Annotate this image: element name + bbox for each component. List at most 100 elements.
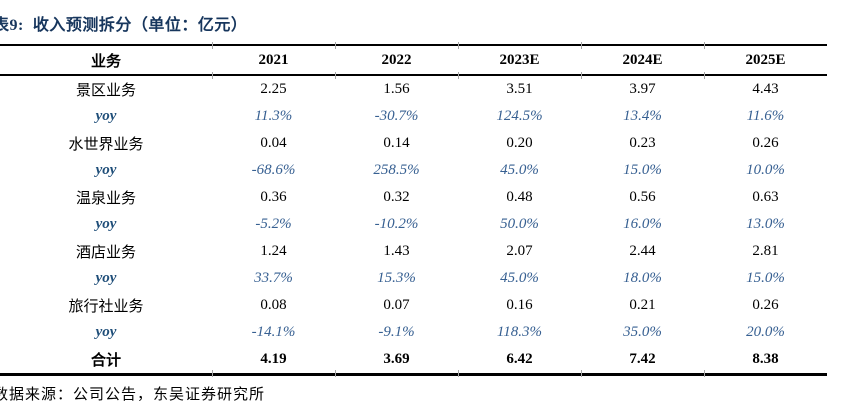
row-label: yoy <box>95 324 117 340</box>
grid-tick <box>581 370 582 377</box>
row-label: yoy <box>95 270 117 286</box>
row-label: 酒店业务 <box>75 245 136 261</box>
grid-tick <box>212 42 213 49</box>
table-cell: 258.5% <box>373 162 420 178</box>
grid-tick <box>458 370 459 377</box>
table-cell: 0.08 <box>260 297 287 313</box>
header-2022: 2022 <box>381 51 412 68</box>
table-cell: 1.56 <box>383 81 410 97</box>
table-cell: 16.0% <box>623 216 662 232</box>
table-cell: -10.2% <box>374 216 419 232</box>
grid-tick <box>458 72 459 79</box>
header-2025e: 2025E <box>745 51 786 68</box>
table-cell: 10.0% <box>746 162 785 178</box>
table-cell: 13.4% <box>623 108 662 124</box>
table-cell: 33.7% <box>254 270 293 286</box>
table-cell: 15.3% <box>377 270 416 286</box>
table-cell: -68.6% <box>251 162 296 178</box>
row-label: 景区业务 <box>75 83 136 99</box>
table-cell: 124.5% <box>496 108 543 124</box>
table-cell: 8.38 <box>752 351 779 367</box>
table-cell: 0.26 <box>752 135 779 151</box>
grid-tick <box>704 370 705 377</box>
row-water-world: 水世界业务 0.04 0.14 0.20 0.23 0.26 <box>0 130 827 157</box>
grid-tick <box>458 42 459 49</box>
grid-tick <box>335 72 336 79</box>
table-cell: 0.21 <box>629 297 656 313</box>
revenue-forecast-table: 业务 2021 2022 2023E 2024E 2025E 景区业务 2.25… <box>0 42 827 377</box>
table-cell: 0.48 <box>506 189 533 205</box>
grid-tick <box>212 72 213 79</box>
table-cell: 0.32 <box>383 189 410 205</box>
table-cell: 20.0% <box>746 324 785 340</box>
table-cell: 45.0% <box>500 270 539 286</box>
table-cell: -14.1% <box>251 324 296 340</box>
table-cell: 0.20 <box>506 135 533 151</box>
table-cell: 4.19 <box>260 351 287 367</box>
table-cell: 0.56 <box>629 189 656 205</box>
grid-tick <box>704 72 705 79</box>
table-cell: 118.3% <box>496 324 543 340</box>
table-cell: 2.07 <box>506 243 533 259</box>
table-cell: 1.43 <box>383 243 410 259</box>
table-cell: 15.0% <box>623 162 662 178</box>
table-cell: 0.16 <box>506 297 533 313</box>
table-cell: 2.25 <box>260 81 287 97</box>
row-total: 合计 4.19 3.69 6.42 7.42 8.38 <box>0 346 827 373</box>
table-cell: 0.14 <box>383 135 410 151</box>
row-hotel: 酒店业务 1.24 1.43 2.07 2.44 2.81 <box>0 238 827 265</box>
header-2024e: 2024E <box>622 51 663 68</box>
grid-tick <box>704 42 705 49</box>
row-scenic-area-yoy: yoy 11.3% -30.7% 124.5% 13.4% 11.6% <box>0 103 827 130</box>
row-scenic-area: 景区业务 2.25 1.56 3.51 3.97 4.43 <box>0 76 827 103</box>
table-cell: 0.23 <box>629 135 656 151</box>
table-cell: 13.0% <box>746 216 785 232</box>
row-hot-spring: 温泉业务 0.36 0.32 0.48 0.56 0.63 <box>0 184 827 211</box>
table-cell: 2.81 <box>752 243 779 259</box>
table-cell: 6.42 <box>506 351 533 367</box>
table-cell: 45.0% <box>500 162 539 178</box>
table-cell: -30.7% <box>374 108 419 124</box>
row-label: yoy <box>95 216 117 232</box>
row-label: 温泉业务 <box>75 191 136 207</box>
table-cell: 3.69 <box>383 351 410 367</box>
row-label: yoy <box>95 108 117 124</box>
row-travel-agency: 旅行社业务 0.08 0.07 0.16 0.21 0.26 <box>0 292 827 319</box>
table-header-row: 业务 2021 2022 2023E 2024E 2025E <box>0 46 827 76</box>
table-cell: 35.0% <box>623 324 662 340</box>
table-cell: 11.3% <box>254 108 293 124</box>
table-cell: 11.6% <box>746 108 785 124</box>
table-cell: 18.0% <box>623 270 662 286</box>
table-cell: 50.0% <box>500 216 539 232</box>
table-cell: 1.24 <box>260 243 287 259</box>
table-cell: 0.04 <box>260 135 287 151</box>
header-business: 业务 <box>90 53 121 70</box>
table-cell: 3.51 <box>506 81 533 97</box>
grid-tick <box>212 370 213 377</box>
row-label: 旅行社业务 <box>68 299 144 315</box>
row-hot-spring-yoy: yoy -5.2% -10.2% 50.0% 16.0% 13.0% <box>0 211 827 238</box>
table-cell: 0.36 <box>260 189 287 205</box>
row-label: yoy <box>95 162 117 178</box>
table-title: 表9: 收入预测拆分（单位：亿元） <box>0 17 248 34</box>
header-2021: 2021 <box>258 51 289 68</box>
header-2023e: 2023E <box>499 51 540 68</box>
grid-tick <box>335 42 336 49</box>
table-cell: 4.43 <box>752 81 779 97</box>
table-cell: 0.26 <box>752 297 779 313</box>
row-water-world-yoy: yoy -68.6% 258.5% 45.0% 15.0% 10.0% <box>0 157 827 184</box>
row-label: 水世界业务 <box>68 137 144 153</box>
table-cell: -5.2% <box>255 216 292 232</box>
table-cell: 0.63 <box>752 189 779 205</box>
table-cell: 3.97 <box>629 81 656 97</box>
row-hotel-yoy: yoy 33.7% 15.3% 45.0% 18.0% 15.0% <box>0 265 827 292</box>
data-source: 数据来源：公司公告，东吴证券研究所 <box>0 387 266 403</box>
table-cell: 2.44 <box>629 243 656 259</box>
table-cell: 7.42 <box>629 351 656 367</box>
row-travel-agency-yoy: yoy -14.1% -9.1% 118.3% 35.0% 20.0% <box>0 319 827 346</box>
row-label: 合计 <box>90 353 121 369</box>
grid-tick <box>581 42 582 49</box>
grid-tick <box>581 72 582 79</box>
table-cell: -9.1% <box>378 324 415 340</box>
